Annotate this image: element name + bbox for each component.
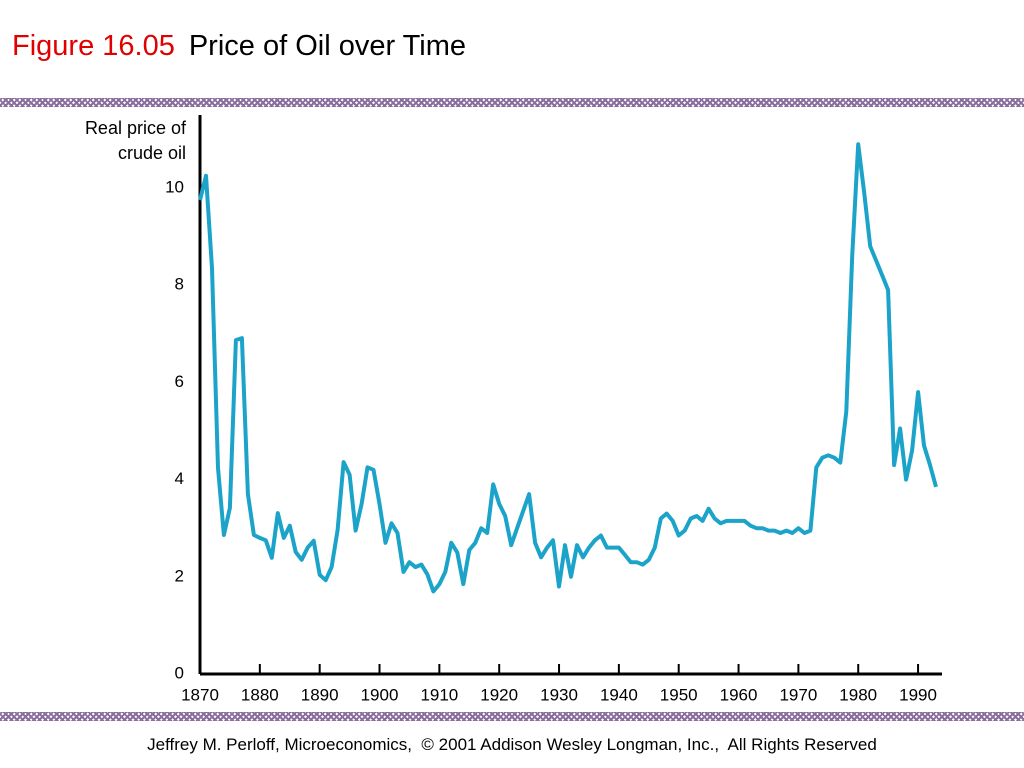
y-tick-label: 0 — [175, 663, 184, 682]
y-tick-label: 2 — [175, 566, 184, 585]
y-tick-label: 4 — [175, 469, 184, 488]
x-tick-label: 1920 — [480, 685, 518, 704]
x-tick-label: 1890 — [301, 685, 339, 704]
x-tick-label: 1980 — [839, 685, 877, 704]
x-tick-label: 1960 — [720, 685, 758, 704]
x-tick-label: 1900 — [361, 685, 399, 704]
footer: Jeffrey M. Perloff, Microeconomics, © 20… — [147, 735, 877, 754]
x-tick-label: 1880 — [241, 685, 279, 704]
x-tick-label: 1870 — [181, 685, 219, 704]
y-tick-label: 8 — [175, 275, 184, 294]
divider — [0, 712, 1024, 721]
x-tick-label: 1930 — [540, 685, 578, 704]
figure-label: Figure 16.05 — [12, 30, 175, 62]
x-tick-label: 1990 — [899, 685, 937, 704]
x-tick-label: 1970 — [779, 685, 817, 704]
y-axis-label: Real price of crude oil — [84, 118, 186, 163]
title-block: Figure 16.05 Price of Oil over Time — [12, 30, 466, 63]
x-tick-label: 1940 — [600, 685, 638, 704]
divider — [0, 98, 1024, 107]
x-tick-label: 1950 — [660, 685, 698, 704]
y-tick-label: 10 — [165, 177, 184, 196]
price-line — [198, 142, 938, 594]
chart-title: Price of Oil over Time — [188, 30, 467, 62]
x-tick-label: 1910 — [420, 685, 458, 704]
y-tick-label: 6 — [175, 372, 184, 391]
